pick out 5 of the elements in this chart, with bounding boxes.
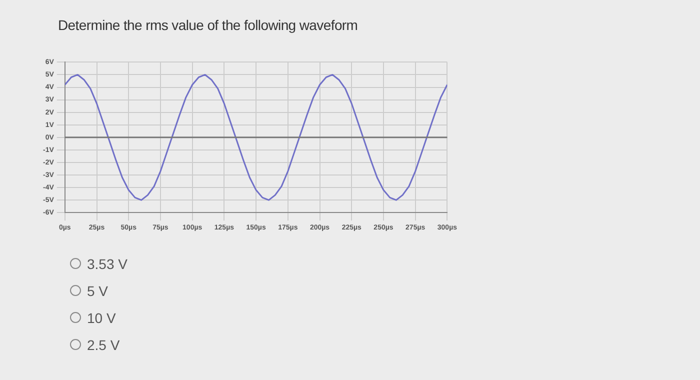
text: 5 V [87, 282, 108, 298]
text: 3.53 V [87, 256, 128, 272]
text: 10 V [87, 310, 116, 326]
chart-title: Determine the rms value of the following waveform [58, 17, 358, 33]
text: 2.5 V [87, 336, 120, 352]
